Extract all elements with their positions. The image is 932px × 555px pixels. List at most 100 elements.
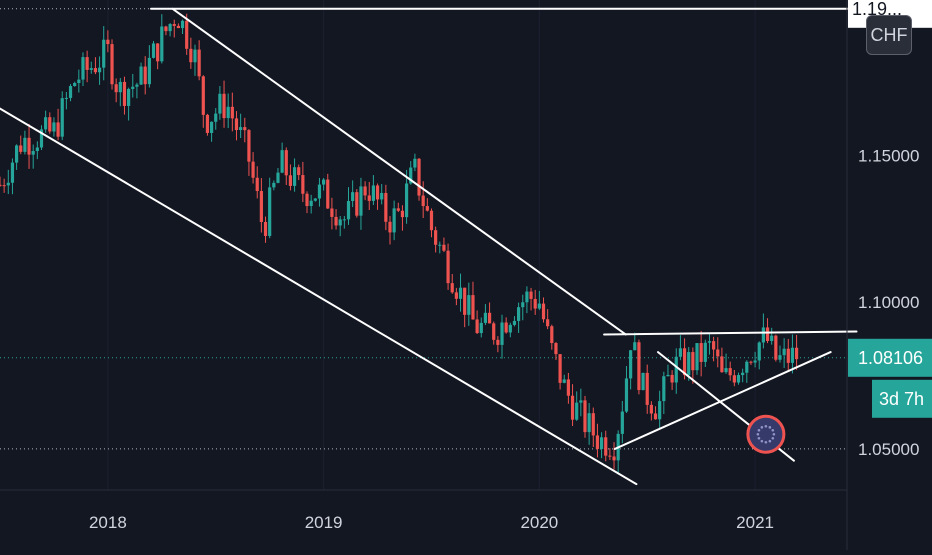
candle-body-26 (106, 39, 110, 45)
countdown-tag (872, 379, 932, 418)
trendline-4[interactable] (613, 351, 832, 450)
candle-body-33 (135, 84, 139, 87)
candle-body-62 (255, 177, 259, 192)
candle-body-136 (562, 379, 566, 383)
candle-body-7 (27, 137, 31, 155)
trendline-3[interactable] (603, 330, 858, 336)
candle-body-12 (48, 117, 52, 132)
candle-body-170 (703, 342, 707, 362)
candle-body-74 (305, 193, 309, 207)
candle-body-88 (363, 186, 367, 196)
candle-body-115 (475, 319, 479, 334)
candle-body-27 (110, 44, 114, 85)
candle-body-134 (554, 343, 558, 355)
candle-body-127 (525, 291, 529, 303)
candle-body-95 (392, 208, 396, 233)
candle-body-75 (309, 200, 313, 207)
candle-body-113 (467, 295, 471, 315)
candle-body-112 (463, 287, 467, 315)
candle-body-103 (425, 206, 429, 211)
time-tick-label-2: 2020 (520, 513, 558, 532)
candle-body-31 (127, 88, 131, 106)
candle-body-73 (301, 175, 305, 194)
candle-body-156 (645, 372, 649, 405)
candle-body-5 (19, 145, 23, 152)
candle-body-192 (794, 347, 799, 360)
candle-body-21 (85, 57, 89, 70)
candle-body-152 (629, 350, 633, 379)
highlight-star-5 (757, 436, 761, 440)
candle-body-176 (728, 368, 732, 376)
candle-body-157 (649, 404, 653, 414)
candle-body-60 (247, 130, 251, 162)
candles-layer (0, 13, 799, 475)
candle-body-91 (375, 185, 380, 200)
last-price-label: 1.08106 (858, 348, 923, 368)
candle-body-142 (587, 413, 591, 433)
candle-body-80 (330, 208, 334, 217)
trendline-1[interactable] (171, 7, 627, 336)
candle-body-50 (205, 114, 210, 133)
candle-body-97 (400, 210, 405, 218)
candle-body-11 (44, 117, 48, 130)
highlight-star-9 (764, 424, 768, 428)
candle-body-40 (164, 26, 168, 32)
candle-body-166 (687, 352, 691, 376)
candle-body-81 (334, 216, 338, 226)
axis-layer[interactable]: 1.05000 1.10000 1.15000 1.19... 1.08106 3d 7h… (89, 0, 932, 532)
candle-body-70 (288, 175, 293, 186)
candle-body-36 (147, 57, 151, 85)
candle-body-51 (209, 121, 214, 133)
candle-body-107 (442, 244, 446, 251)
candle-body-190 (786, 348, 790, 363)
candle-body-172 (712, 341, 716, 350)
time-tick-label-0: 2018 (89, 513, 127, 532)
candle-body-46 (189, 48, 193, 63)
candle-body-141 (583, 400, 587, 433)
candle-body-154 (637, 342, 641, 391)
time-tick-label-1: 2019 (305, 513, 343, 532)
candle-body-29 (118, 81, 122, 93)
candle-body-133 (550, 326, 554, 344)
candle-body-67 (276, 172, 280, 183)
trendline-0[interactable] (0, 107, 638, 486)
candle-body-44 (180, 20, 185, 29)
currency-badge[interactable]: CHF (866, 15, 912, 55)
candle-body-117 (483, 312, 488, 323)
candle-body-126 (521, 302, 525, 308)
candle-body-145 (599, 437, 604, 449)
candle-body-102 (421, 195, 425, 207)
candle-body-181 (749, 361, 753, 363)
candle-body-179 (741, 372, 745, 376)
candle-body-153 (633, 342, 637, 351)
candle-body-137 (566, 379, 570, 396)
candle-body-69 (284, 150, 288, 176)
candle-body-56 (230, 106, 234, 119)
candle-body-42 (172, 24, 176, 26)
candle-body-24 (97, 67, 102, 73)
candle-body-150 (620, 411, 624, 434)
candle-body-177 (732, 375, 736, 383)
price-tick-label-0: 1.05000 (858, 440, 919, 459)
candle-body-108 (446, 250, 450, 284)
candle-body-105 (434, 230, 438, 245)
candle-body-38 (156, 43, 160, 62)
highlight-ring (746, 414, 786, 454)
candle-body-48 (197, 49, 201, 77)
candle-body-151 (624, 378, 629, 412)
candle-body-163 (674, 356, 678, 383)
candle-body-94 (388, 221, 392, 233)
top-level-label: 1.19... (852, 0, 902, 19)
candle-body-182 (753, 360, 757, 363)
candle-body-110 (454, 292, 458, 299)
candle-body-135 (558, 354, 562, 383)
candle-body-16 (64, 97, 68, 99)
candle-body-49 (201, 76, 205, 115)
price-tick-label-2: 1.15000 (858, 147, 919, 166)
candle-body-8 (31, 151, 35, 155)
candle-body-85 (351, 192, 355, 202)
candle-body-106 (438, 244, 442, 246)
candle-body-148 (612, 456, 616, 461)
